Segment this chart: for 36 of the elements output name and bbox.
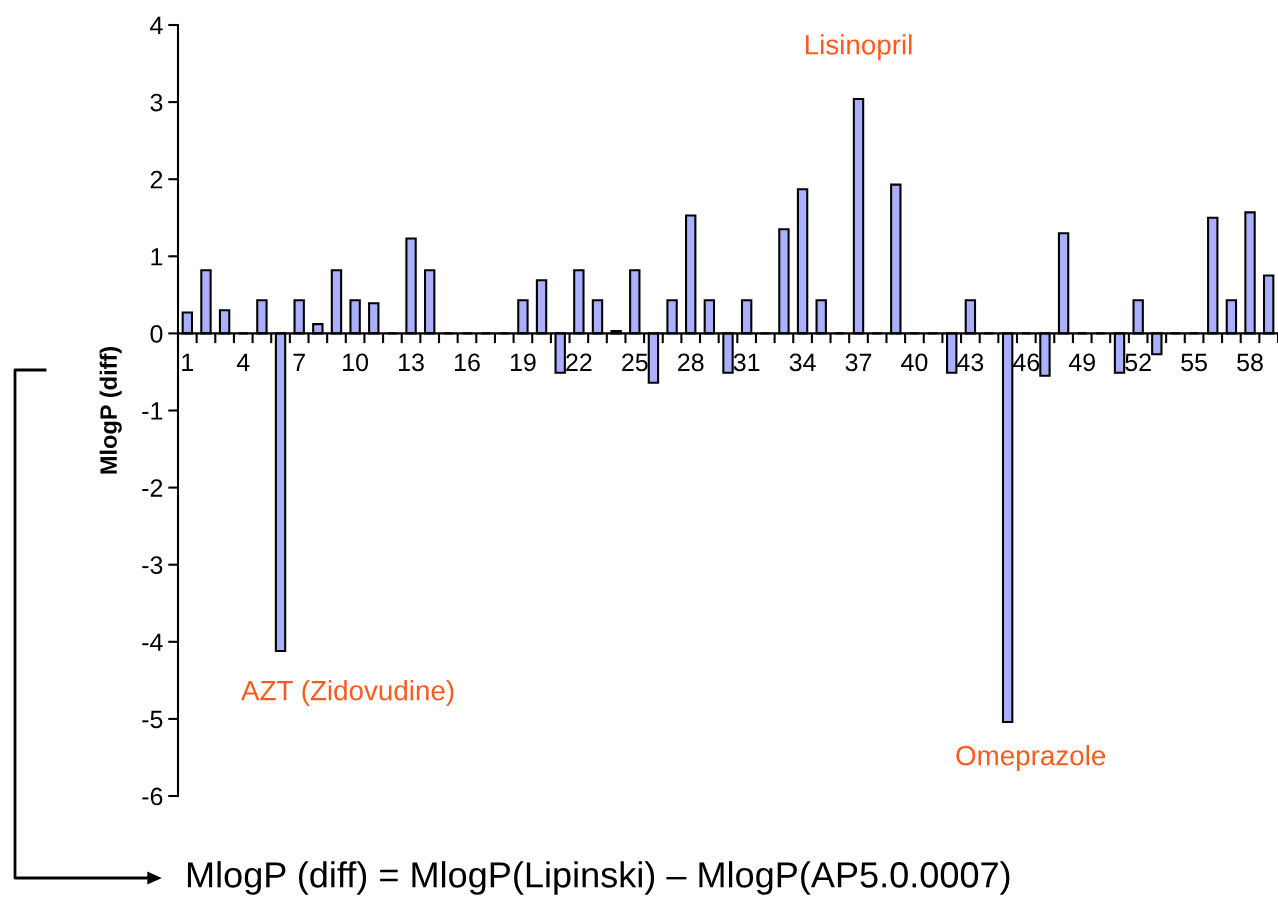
y-axis-title: MlogP (diff) bbox=[99, 346, 122, 474]
annotation: AZT (Zidovudine) bbox=[241, 680, 454, 706]
annotation: Lisinopril bbox=[805, 34, 912, 61]
x-tick-label: 40 bbox=[901, 353, 928, 372]
x-tick-label: 55 bbox=[1181, 353, 1207, 372]
x-tick-label: 19 bbox=[510, 353, 536, 372]
x-tick-label: 13 bbox=[399, 353, 424, 372]
x-tick-label: 25 bbox=[622, 353, 648, 372]
x-tick-label: 7 bbox=[293, 353, 305, 371]
x-tick-label: 22 bbox=[566, 353, 592, 371]
x-tick-label: 1 bbox=[182, 353, 194, 371]
x-tick-label: 31 bbox=[733, 353, 760, 372]
x-tick-label: 49 bbox=[1068, 353, 1095, 372]
text: MlogP (diff) = MlogP(Lipinski) – MlogP(AP5.0.0007) bbox=[187, 861, 1010, 895]
x-tick-label: 52 bbox=[1125, 353, 1151, 372]
annotation: Omeprazole bbox=[956, 745, 1106, 771]
y-tick-label: 4 bbox=[150, 16, 163, 35]
y-tick-label: 1 bbox=[151, 248, 163, 266]
y-tick-label: -3 bbox=[142, 556, 163, 574]
x-tick-label: 16 bbox=[454, 353, 480, 372]
y-tick-label: -6 bbox=[142, 787, 163, 806]
x-tick-label: 4 bbox=[236, 353, 250, 371]
y-tick-label: 3 bbox=[150, 93, 163, 112]
x-tick-label: 10 bbox=[343, 353, 369, 372]
y-tick-label: -1 bbox=[142, 402, 163, 420]
x-tick-label: 37 bbox=[845, 353, 872, 372]
x-tick-label: 43 bbox=[957, 353, 984, 372]
y-tick-label: -4 bbox=[142, 633, 163, 651]
y-tick-label: -5 bbox=[142, 710, 163, 729]
x-tick-label: 34 bbox=[789, 353, 816, 372]
x-tick-label: 58 bbox=[1237, 353, 1263, 372]
y-tick-label: 2 bbox=[150, 170, 163, 189]
y-tick-label: -2 bbox=[142, 479, 163, 497]
x-tick-label: 46 bbox=[1012, 353, 1040, 372]
y-tick-label: 0 bbox=[150, 325, 163, 343]
x-tick-label: 28 bbox=[678, 353, 704, 372]
